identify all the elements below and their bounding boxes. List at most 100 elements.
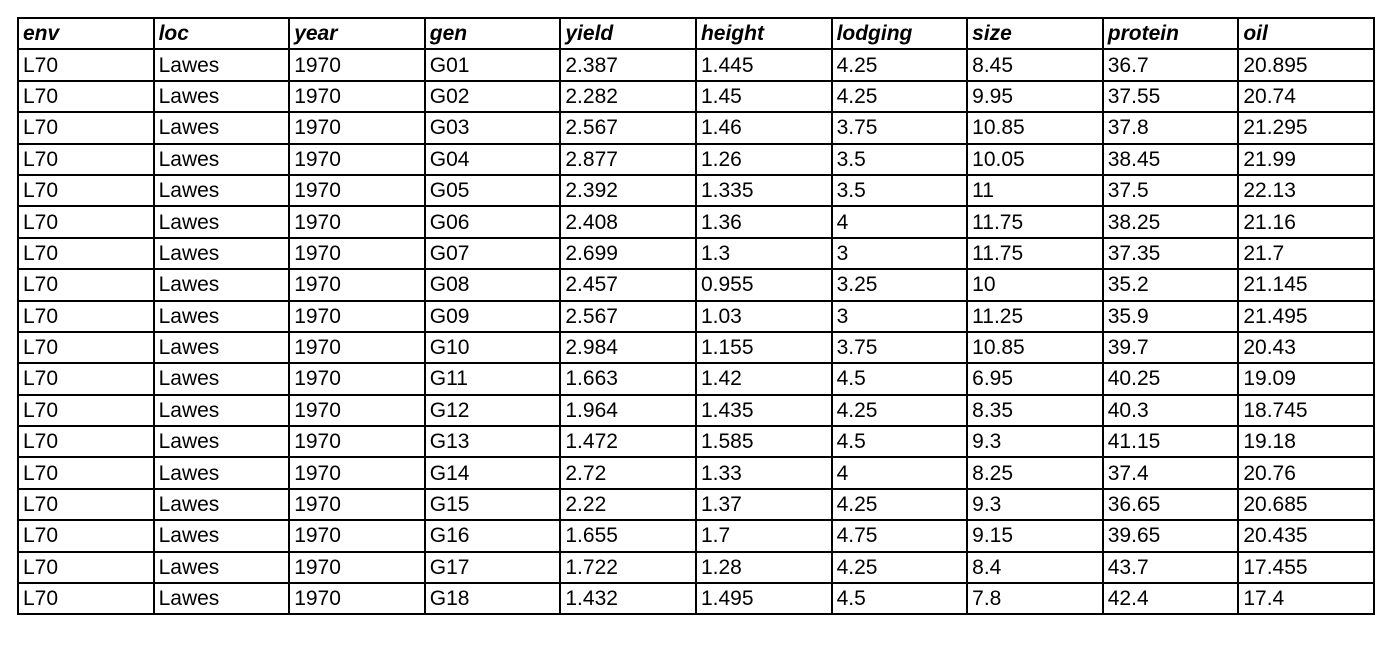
cell-loc: Lawes [152,111,291,145]
table-row: L70 Lawes 1970 G12 1.964 1.435 4.25 8.35 40.3 18.… [17,393,1375,428]
cell-protein: 36.7 [1101,48,1240,82]
cell-year: 1970 [288,582,426,616]
cell-loc: Lawes [152,268,291,302]
table-row: L70 Lawes 1970 G04 2.877 1.26 3.5 10.05 38.45 21.… [17,142,1375,176]
cell-lodging: 3.75 [830,330,969,365]
cell-protein: 37.5 [1101,173,1240,208]
table-row: L70 Lawes 1970 G08 2.457 0.955 3.25 10 35.2 21.14… [17,268,1375,302]
cell-env: L70 [17,236,155,271]
cell-gen: G10 [423,330,562,365]
cell-size: 10 [966,268,1104,302]
cell-year: 1970 [288,362,426,396]
cell-loc: Lawes [152,79,291,114]
cell-height: 1.3 [694,236,833,271]
cell-height: 1.495 [694,582,833,616]
cell-size: 9.15 [966,519,1104,553]
cell-protein: 35.9 [1101,299,1240,333]
cell-size: 10.85 [966,111,1104,145]
header-row: env loc year gen yield height lodging size prote… [17,16,1375,51]
cell-protein: 37.4 [1101,456,1240,490]
cell-size: 11.75 [966,236,1104,271]
cell-loc: Lawes [152,142,291,176]
cell-gen: G11 [423,362,562,396]
cell-loc: Lawes [152,393,291,428]
cell-gen: G02 [423,79,562,114]
cell-height: 1.46 [694,111,833,145]
data-table: env loc year gen yield height lodging size prote… [17,16,1375,616]
table-header: env loc year gen yield height lodging size prote… [17,16,1375,51]
cell-oil: 19.18 [1237,425,1375,459]
cell-oil: 21.145 [1237,268,1375,302]
cell-oil: 18.745 [1237,393,1375,428]
cell-gen: G03 [423,111,562,145]
cell-lodging: 3.25 [830,268,969,302]
cell-oil: 17.455 [1237,550,1375,585]
cell-year: 1970 [288,330,426,365]
cell-height: 1.585 [694,425,833,459]
cell-yield: 2.457 [559,268,697,302]
column-header-oil: oil [1237,16,1375,51]
cell-size: 10.85 [966,330,1104,365]
cell-oil: 21.495 [1237,299,1375,333]
cell-lodging: 4 [830,205,969,239]
cell-lodging: 4.25 [830,79,969,114]
cell-protein: 35.2 [1101,268,1240,302]
cell-loc: Lawes [152,299,291,333]
cell-height: 1.28 [694,550,833,585]
cell-height: 1.37 [694,487,833,522]
cell-lodging: 4.5 [830,362,969,396]
cell-oil: 20.74 [1237,79,1375,114]
cell-gen: G01 [423,48,562,82]
cell-env: L70 [17,582,155,616]
cell-year: 1970 [288,268,426,302]
cell-env: L70 [17,519,155,553]
cell-year: 1970 [288,111,426,145]
cell-env: L70 [17,48,155,82]
table-row: L70 Lawes 1970 G17 1.722 1.28 4.25 8.4 43.7 17.45… [17,550,1375,585]
column-header-protein: protein [1101,16,1240,51]
cell-env: L70 [17,142,155,176]
cell-yield: 1.432 [559,582,697,616]
cell-oil: 17.4 [1237,582,1375,616]
cell-loc: Lawes [152,519,291,553]
table-row: L70 Lawes 1970 G11 1.663 1.42 4.5 6.95 40.25 19.0… [17,362,1375,396]
cell-year: 1970 [288,236,426,271]
cell-env: L70 [17,456,155,490]
cell-env: L70 [17,330,155,365]
cell-env: L70 [17,550,155,585]
cell-loc: Lawes [152,582,291,616]
cell-env: L70 [17,425,155,459]
table-row: L70 Lawes 1970 G01 2.387 1.445 4.25 8.45 36.7 20.… [17,48,1375,82]
cell-yield: 2.567 [559,111,697,145]
cell-lodging: 4.25 [830,393,969,428]
cell-size: 8.35 [966,393,1104,428]
cell-year: 1970 [288,48,426,82]
cell-oil: 21.7 [1237,236,1375,271]
cell-year: 1970 [288,456,426,490]
cell-oil: 22.13 [1237,173,1375,208]
cell-protein: 39.7 [1101,330,1240,365]
cell-gen: G15 [423,487,562,522]
cell-year: 1970 [288,550,426,585]
cell-protein: 38.25 [1101,205,1240,239]
cell-height: 1.36 [694,205,833,239]
table-row: L70 Lawes 1970 G02 2.282 1.45 4.25 9.95 37.55 20.… [17,79,1375,114]
cell-height: 1.335 [694,173,833,208]
cell-gen: G18 [423,582,562,616]
cell-loc: Lawes [152,330,291,365]
cell-oil: 20.43 [1237,330,1375,365]
cell-protein: 39.65 [1101,519,1240,553]
cell-size: 9.95 [966,79,1104,114]
cell-lodging: 3.5 [830,173,969,208]
cell-year: 1970 [288,142,426,176]
cell-yield: 2.392 [559,173,697,208]
cell-height: 1.7 [694,519,833,553]
cell-lodging: 4.25 [830,550,969,585]
cell-protein: 37.55 [1101,79,1240,114]
cell-year: 1970 [288,487,426,522]
table-row: L70 Lawes 1970 G14 2.72 1.33 4 8.25 37.4 20.76 [17,456,1375,490]
cell-yield: 2.387 [559,48,697,82]
cell-oil: 21.295 [1237,111,1375,145]
table-row: L70 Lawes 1970 G06 2.408 1.36 4 11.75 38.25 21.16 [17,205,1375,239]
cell-year: 1970 [288,393,426,428]
